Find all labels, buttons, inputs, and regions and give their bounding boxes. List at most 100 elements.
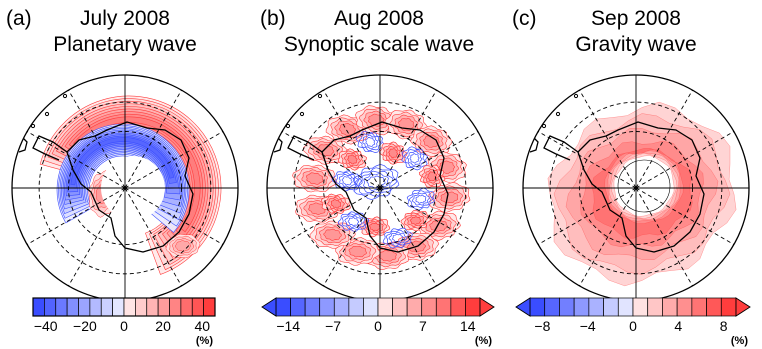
positive-contour-lobe bbox=[388, 148, 399, 159]
negative-contour-lobe bbox=[385, 229, 410, 247]
negative-contour-lobe bbox=[358, 132, 382, 151]
peninsula-outline bbox=[543, 135, 579, 161]
meridian-line bbox=[281, 131, 381, 189]
colorbar-tick-label: −7 bbox=[325, 318, 341, 334]
negative-contour-lobe bbox=[406, 187, 435, 211]
panel-a-label: (a) bbox=[6, 7, 32, 30]
colorbar-bin bbox=[450, 297, 466, 317]
meridian-line bbox=[379, 89, 437, 189]
panel-b-polar-map bbox=[266, 74, 494, 302]
peninsula-outline bbox=[287, 135, 323, 161]
negative-contour-lobe bbox=[335, 172, 359, 190]
meridian-line bbox=[26, 187, 126, 245]
colorbar-bin bbox=[319, 297, 335, 317]
colorbar-tick-label: −4 bbox=[580, 318, 596, 334]
negative-contour-lobe bbox=[403, 149, 426, 168]
colorbar-bin bbox=[44, 297, 57, 317]
panel-a: (a) July 2008 Planetary wave −40 −20 0 20 40… bbox=[6, 7, 239, 347]
colorbar-tick-label: −14 bbox=[276, 318, 300, 334]
negative-contour-lobe bbox=[382, 227, 413, 249]
meridian-line bbox=[323, 187, 381, 287]
colorbar-bin bbox=[529, 297, 546, 317]
positive-contour-band bbox=[591, 148, 693, 239]
positive-contour-lobe bbox=[323, 228, 342, 241]
negative-contour-band bbox=[70, 137, 175, 186]
negative-contour-lobe bbox=[341, 176, 353, 186]
meridian-line bbox=[124, 187, 224, 245]
panel-b-colorbar: −14 −7 0 7 14(%) bbox=[261, 297, 495, 347]
colorbar-bin bbox=[146, 297, 159, 317]
colorbar-bin bbox=[544, 297, 560, 317]
panel-c-title-line2: Gravity wave bbox=[575, 33, 696, 56]
meridian-line bbox=[323, 89, 381, 189]
colorbar-bin bbox=[135, 297, 148, 317]
island bbox=[299, 111, 305, 117]
panel-a-colorbar: −40 −20 0 20 40(%) bbox=[32, 297, 216, 347]
colorbar-bin bbox=[100, 297, 113, 317]
negative-contour-lobe bbox=[388, 231, 408, 245]
colorbar-tick-label: 7 bbox=[419, 318, 427, 334]
meridian-line bbox=[124, 131, 224, 189]
contour-field bbox=[39, 95, 222, 275]
island bbox=[30, 123, 36, 129]
meridian-line bbox=[281, 187, 381, 245]
graticule bbox=[523, 75, 749, 301]
colorbar-bin bbox=[203, 297, 216, 317]
contour-field bbox=[292, 105, 471, 271]
meridian-line bbox=[635, 131, 735, 189]
positive-contour-patch bbox=[175, 240, 191, 252]
colorbar-bin bbox=[647, 297, 663, 317]
negative-contour-lobe bbox=[354, 167, 398, 197]
colorbar-bin bbox=[662, 297, 678, 317]
negative-contour-lobe bbox=[391, 233, 404, 243]
south-america-outline bbox=[18, 135, 28, 153]
panel-b-title-line2: Synoptic scale wave bbox=[284, 33, 474, 56]
panel-a-title-line1: July 2008 bbox=[80, 7, 170, 30]
positive-contour-lobe bbox=[440, 191, 459, 204]
meridian-line bbox=[579, 187, 637, 287]
negative-contour-lobe bbox=[415, 194, 427, 204]
colorbar-bin bbox=[617, 297, 634, 317]
colorbar-bin bbox=[123, 297, 136, 317]
meridian-line bbox=[124, 89, 182, 189]
colorbar-tick-label: 4 bbox=[674, 318, 682, 334]
negative-contour-lobe bbox=[337, 211, 369, 232]
island bbox=[62, 93, 68, 99]
island bbox=[285, 123, 291, 129]
colorbar-bin bbox=[392, 297, 408, 317]
colorbar-tick-label: 0 bbox=[120, 318, 128, 334]
antarctica-coastline bbox=[18, 93, 194, 253]
panel-a-title-line2: Planetary wave bbox=[53, 33, 197, 56]
positive-contour-lobe bbox=[308, 202, 326, 215]
colorbar-bin bbox=[169, 297, 182, 317]
island bbox=[44, 111, 50, 117]
island bbox=[541, 123, 547, 129]
negative-contour-lobe bbox=[406, 151, 423, 166]
positive-contour-lobe bbox=[409, 216, 422, 225]
meridian-line bbox=[124, 187, 182, 287]
panel-b: (b) Aug 2008 Synoptic scale wave −14 −7 0 7… bbox=[260, 7, 495, 347]
negative-contour-lobe bbox=[365, 137, 376, 147]
negative-contour-lobe bbox=[358, 170, 394, 194]
colorbar-right-arrow bbox=[735, 297, 751, 317]
colorbar-unit-label: (%) bbox=[731, 335, 748, 347]
positive-contour-lobe bbox=[316, 144, 335, 157]
meridian-line bbox=[26, 131, 126, 189]
continent-outline bbox=[66, 121, 194, 253]
positive-contour-band bbox=[73, 116, 201, 233]
island bbox=[555, 111, 561, 117]
peninsula-outline bbox=[32, 135, 68, 161]
colorbar-bin bbox=[465, 297, 481, 317]
colorbar-unit-label: (%) bbox=[475, 335, 492, 347]
colorbar-unit-label: (%) bbox=[196, 335, 213, 347]
meridian-line bbox=[537, 131, 637, 189]
colorbar-tick-label: −20 bbox=[73, 318, 97, 334]
antarctica-coastline bbox=[273, 93, 449, 253]
colorbar-bin bbox=[66, 297, 79, 317]
meridian-line bbox=[635, 89, 693, 189]
graticule bbox=[12, 75, 238, 301]
colorbar-bin bbox=[180, 297, 193, 317]
meridian-line bbox=[379, 187, 437, 287]
colorbar-tick-label: 40 bbox=[195, 318, 211, 334]
